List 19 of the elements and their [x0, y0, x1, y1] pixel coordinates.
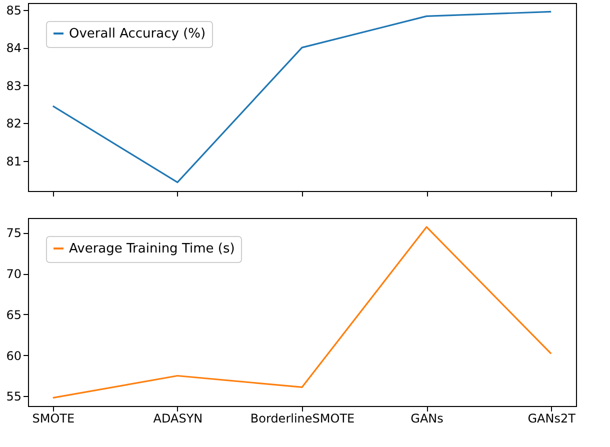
y-tick-label: 65	[6, 308, 22, 322]
x-tick-label: ADASYN	[153, 412, 203, 426]
line-series	[52, 226, 552, 399]
legend-label: Overall Accuracy (%)	[69, 26, 206, 42]
y-tick-label: 85	[6, 3, 22, 18]
y-tick-label: 82	[6, 116, 22, 131]
y-tick-label: 55	[6, 390, 22, 404]
y-tick-label: 83	[6, 78, 22, 93]
y-tick-label: 60	[6, 348, 22, 363]
x-tick-label: BorderlineSMOTE	[250, 412, 355, 426]
legend-label: Average Training Time (s)	[69, 242, 235, 256]
y-tick-label: 81	[6, 154, 22, 168]
line-series	[52, 10, 552, 184]
y-tick-label: 75	[6, 226, 22, 240]
x-tick-label: SMOTE	[32, 412, 75, 426]
y-tick-label: 84	[6, 41, 22, 56]
y-tick-label: 70	[6, 267, 22, 282]
x-tick-label: GANs2T	[528, 412, 576, 426]
x-tick-label: GANs	[410, 412, 444, 426]
